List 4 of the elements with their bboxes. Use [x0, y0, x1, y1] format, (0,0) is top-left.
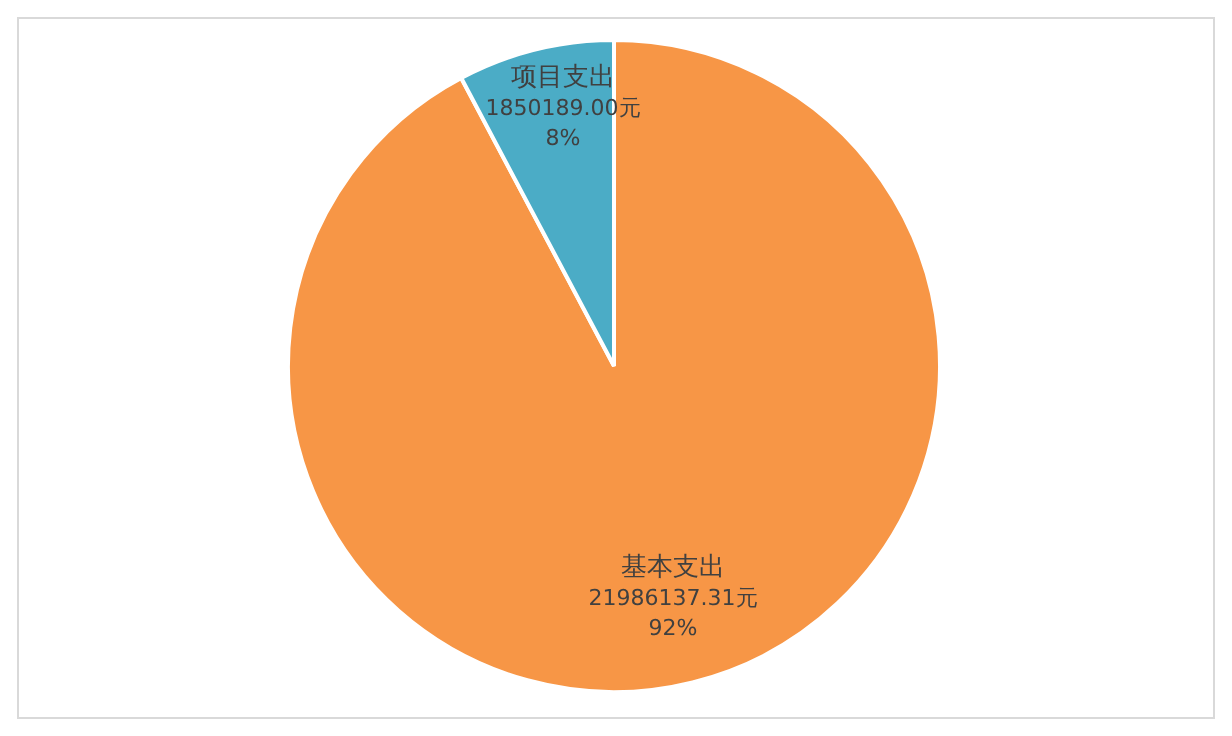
data-label: 21986137.31元 92% [588, 585, 758, 642]
slice-label: 基本支出 [621, 553, 726, 584]
pie-slice [286, 38, 942, 694]
slice-label: 项目支出 [511, 62, 616, 93]
